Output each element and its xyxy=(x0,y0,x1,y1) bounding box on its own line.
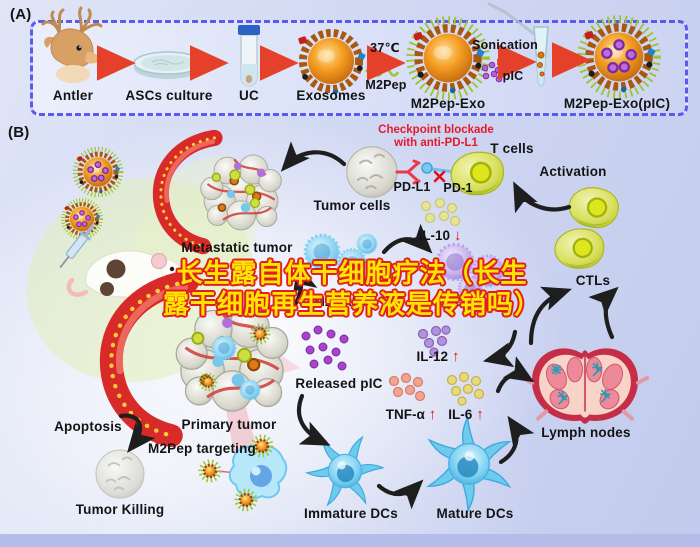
pd-1-receptor-icon xyxy=(421,162,456,174)
label-lymph-nodes: Lymph nodes xyxy=(541,425,631,440)
checkpoint-note-line1: Checkpoint blockade xyxy=(378,124,494,136)
il6-dots xyxy=(446,371,485,406)
checkpoint-note-line2: with anti-PD-L1 xyxy=(394,137,478,149)
label-t-cells: T cells xyxy=(490,141,534,156)
label-metastatic-tumor: Metastatic tumor xyxy=(181,240,293,255)
il12-name: IL-12 xyxy=(416,349,449,364)
blocked-x-icon xyxy=(433,170,446,183)
injected-exosome-icon xyxy=(63,200,101,238)
checkpoint-note: Checkpoint blockade with anti-PD-L1 xyxy=(378,124,494,150)
label-primary-tumor: Primary tumor xyxy=(181,417,277,432)
label-mature-dcs: Mature DCs xyxy=(436,506,514,521)
watermark-text: 长生露自体干细胞疗法（长生 露干细胞再生营养液是传销吗） xyxy=(163,258,541,320)
release-beam xyxy=(262,345,300,380)
metastatic-tumor-illustration xyxy=(161,138,283,246)
released-pic-dots xyxy=(301,325,349,371)
immature-dc-icon xyxy=(298,425,391,517)
bottom-frame-strip xyxy=(0,534,700,547)
panel-b-tag: (B) xyxy=(8,124,30,141)
label-antler: Antler xyxy=(52,88,94,103)
il6-up-arrow-icon: ↑ xyxy=(476,406,484,423)
label-il6: IL-6 ↑ xyxy=(448,407,484,422)
label-immature-dcs: Immature DCs xyxy=(304,506,398,521)
label-uc: UC xyxy=(239,88,259,103)
label-m1-tams: M1 TAMs xyxy=(442,295,498,309)
tumor-cell-icon xyxy=(345,145,399,199)
tumor-killing-icon xyxy=(95,449,145,499)
watermark-line1: 长生露自体干细胞疗法（长生 xyxy=(176,258,528,288)
label-released-pic: Released pIC xyxy=(295,376,383,391)
tnf-name: TNF-α xyxy=(385,407,425,422)
il10-down-arrow-icon: ↓ xyxy=(454,227,462,244)
lymph-node-icon xyxy=(523,348,647,423)
label-tnf-alpha: TNF-α ↑ xyxy=(386,407,437,422)
label-il10: IL-10 ↓ xyxy=(418,228,461,243)
tnf-dots xyxy=(388,372,426,402)
label-il12: IL-12 ↑ xyxy=(416,349,459,364)
label-m2pep-exo-pic: M2Pep-Exo(pIC) xyxy=(563,96,671,111)
syringe-icon xyxy=(54,220,100,273)
il6-name: IL-6 xyxy=(448,407,473,422)
m2-tam-icon xyxy=(356,233,378,255)
label-m2pep-targeting: M2Pep targeting xyxy=(147,441,257,456)
il10-dots xyxy=(420,197,461,227)
label-m2pep: M2Pep xyxy=(365,78,407,92)
label-activation: Activation xyxy=(539,164,607,179)
label-exosomes: Exosomes xyxy=(296,88,366,103)
label-ascs-culture: ASCs culture xyxy=(125,88,213,103)
watermark-line2: 露干细胞再生营养液是传销吗） xyxy=(162,289,542,319)
label-tumor-cells: Tumor cells xyxy=(313,198,391,213)
label-apoptosis: Apoptosis xyxy=(54,419,122,434)
label-pic: pIC xyxy=(502,69,524,83)
label-temperature: 37℃ xyxy=(370,41,400,55)
ctl-cell-icon xyxy=(565,183,622,232)
label-pd-l1: PD-L1 xyxy=(393,180,431,194)
label-m2-tams: M2 TAMs xyxy=(314,295,370,309)
targeting-beam xyxy=(216,350,264,478)
label-m2pep-exo: M2Pep-Exo xyxy=(410,96,486,111)
panel-a-tag: (A) xyxy=(10,6,32,23)
tnf-up-arrow-icon: ↑ xyxy=(428,406,437,423)
label-tumor-killing: Tumor Killing xyxy=(75,502,165,517)
label-sonication: Sonication xyxy=(472,38,538,52)
label-ctls: CTLs xyxy=(575,273,611,288)
ctl-cell-icon xyxy=(552,226,607,272)
il12-up-arrow-icon: ↑ xyxy=(452,348,460,365)
il10-name: IL-10 xyxy=(418,228,451,243)
injected-exosome-icon xyxy=(75,149,121,195)
label-pd-1: PD-1 xyxy=(443,181,473,195)
